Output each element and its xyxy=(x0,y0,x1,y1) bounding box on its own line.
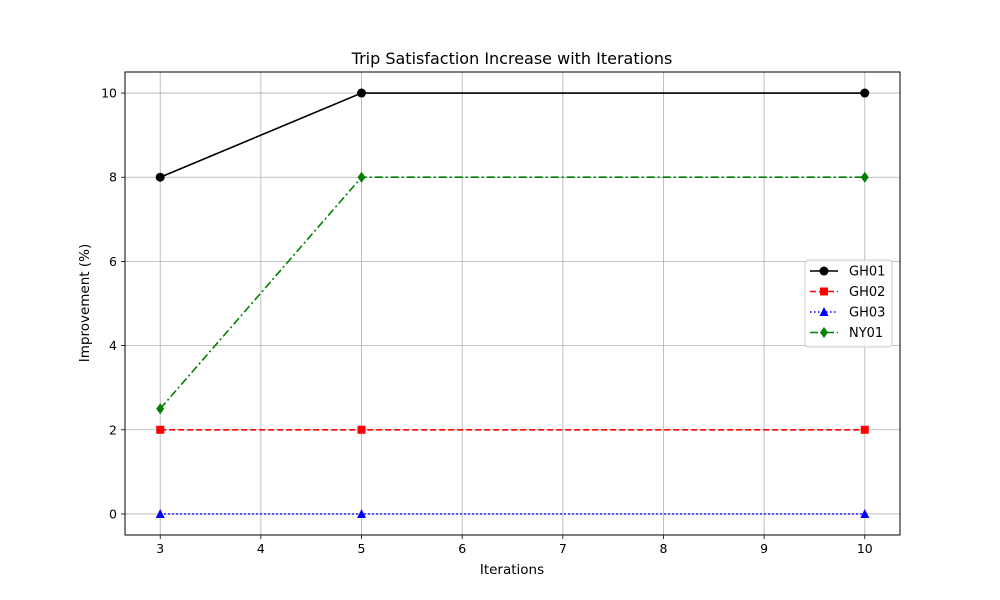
y-tick-label: 4 xyxy=(109,338,117,353)
legend-label-gh03: GH03 xyxy=(849,306,885,321)
legend-label-gh02: GH02 xyxy=(849,285,885,300)
y-axis-label: Improvement (%) xyxy=(77,244,93,362)
legend-item-gh01: GH01 xyxy=(810,265,885,280)
x-tick-label: 4 xyxy=(257,541,265,556)
x-tick-label: 9 xyxy=(760,541,768,556)
y-tick-label: 8 xyxy=(109,170,117,185)
x-tick-label: 7 xyxy=(559,541,567,556)
legend-label-gh01: GH01 xyxy=(849,265,885,280)
x-axis-ticks: 3 4 5 6 7 8 9 10 xyxy=(156,535,873,556)
data-point-gh01 xyxy=(357,88,367,98)
data-point-gh03 xyxy=(860,508,870,518)
legend-marker-ny01 xyxy=(820,327,828,338)
legend-item-ny01: NY01 xyxy=(810,326,883,341)
x-tick-label: 10 xyxy=(857,541,873,556)
x-axis-label: Iterations xyxy=(480,562,544,578)
series-gh02 xyxy=(156,425,869,434)
legend-marker-gh03 xyxy=(819,307,829,316)
y-tick-label: 10 xyxy=(101,86,117,101)
series-gh03 xyxy=(155,508,870,518)
data-point-gh02 xyxy=(156,425,165,434)
x-tick-label: 6 xyxy=(458,541,466,556)
x-tick-label: 3 xyxy=(156,541,164,556)
chart-title: Trip Satisfaction Increase with Iteratio… xyxy=(351,49,673,68)
y-tick-label: 0 xyxy=(109,506,117,521)
data-point-gh03 xyxy=(357,508,367,518)
legend-item-gh02: GH02 xyxy=(810,285,885,300)
legend: GH01 GH02 GH03 NY01 xyxy=(804,259,893,348)
plot-frame xyxy=(124,71,901,536)
y-axis-ticks: 0 2 4 6 8 10 xyxy=(101,86,125,521)
data-point-gh01 xyxy=(155,172,165,182)
data-point-gh02 xyxy=(357,425,366,434)
data-point-ny01 xyxy=(156,403,165,415)
data-point-gh02 xyxy=(860,425,869,434)
legend-item-gh03: GH03 xyxy=(810,306,885,321)
y-tick-label: 6 xyxy=(109,254,117,269)
legend-box xyxy=(804,259,893,348)
legend-label-ny01: NY01 xyxy=(849,326,883,341)
x-tick-label: 8 xyxy=(659,541,667,556)
x-tick-label: 5 xyxy=(358,541,366,556)
series-gh01 xyxy=(155,88,870,182)
series-lines xyxy=(155,88,870,518)
data-point-ny01 xyxy=(860,171,869,183)
data-point-gh03 xyxy=(155,508,165,518)
legend-marker-gh02 xyxy=(820,287,828,296)
data-point-ny01 xyxy=(357,171,366,183)
series-ny01 xyxy=(156,171,869,415)
y-tick-label: 2 xyxy=(109,422,117,437)
data-point-gh01 xyxy=(860,88,870,98)
legend-marker-gh01 xyxy=(819,266,829,276)
